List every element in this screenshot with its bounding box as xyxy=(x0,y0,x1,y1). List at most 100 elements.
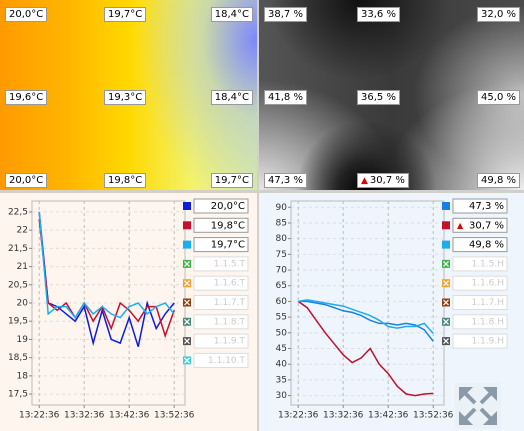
legend-item[interactable]: 47,3 % xyxy=(442,198,508,214)
legend-checkbox-cross xyxy=(443,318,449,325)
y-tick-label: 40 xyxy=(276,360,288,370)
legend-item[interactable]: 19,8°C xyxy=(183,217,249,233)
legend-value-box xyxy=(452,333,508,349)
temperature-heatmap: 20,0°C 19,7°C 18,4°C 19,6°C 19,3°C 18,4°C 20,0… xyxy=(0,0,257,190)
legend-value-box xyxy=(193,314,249,330)
legend-item[interactable]: 49,8 % xyxy=(442,237,508,253)
legend-disabled-item[interactable]: 1.1.7.T xyxy=(183,295,249,310)
sensor-value-label: 47,3 % xyxy=(264,173,307,188)
y-tick-label: 30 xyxy=(276,391,288,401)
legend-value-box xyxy=(193,275,249,291)
x-tick-label: 13:22:36 xyxy=(19,411,60,421)
y-tick-label: 35 xyxy=(276,375,287,385)
legend-value: 47,3 % xyxy=(469,201,504,212)
legend-checkbox-cross xyxy=(184,338,190,345)
legend-disabled-item[interactable]: 1.1.5.H xyxy=(442,256,508,272)
legend-checkbox-cross xyxy=(443,338,449,345)
legend-disabled-item[interactable]: 1.1.8.T xyxy=(183,314,249,330)
x-tick-label: 13:32:36 xyxy=(323,411,364,421)
resize-icon[interactable] xyxy=(455,383,501,429)
legend-value-box xyxy=(193,256,249,272)
sensor-value-label: 18,4°C xyxy=(210,7,253,22)
legend-disabled-item[interactable]: 1.1.7.H xyxy=(442,295,508,310)
legend-value-box xyxy=(452,237,508,253)
data-line xyxy=(38,211,175,319)
y-tick-label: 17,5 xyxy=(8,390,28,400)
legend-name: 1.1.6.T xyxy=(214,279,246,289)
legend-value-box xyxy=(193,217,249,233)
sensor-value-label: 36,5 % xyxy=(357,90,400,105)
sensor-value-text: 19,7°C xyxy=(214,175,249,186)
legend-swatch xyxy=(183,240,191,249)
sensor-value-label: 19,6°C xyxy=(5,90,48,105)
legend-value-box xyxy=(452,256,508,272)
resize-arrows xyxy=(459,387,497,425)
legend-checkbox-cross xyxy=(184,280,190,287)
legend-disabled-item[interactable]: 1.1.9.T xyxy=(183,333,249,349)
legend-value-box xyxy=(193,295,249,310)
legend-name: 1.1.7.T xyxy=(214,298,246,308)
x-tick-label: 13:42:36 xyxy=(368,411,409,421)
sensor-value-label: 19,3°C xyxy=(104,90,147,105)
sensor-value-text: 20,0°C xyxy=(9,9,44,20)
sensor-value-label: 19,7°C xyxy=(104,7,147,22)
sensor-value-label: 20,0°C xyxy=(5,173,48,188)
sensor-value-text: 41,8 % xyxy=(268,92,303,103)
legend-disabled-item[interactable]: 1.1.5.T xyxy=(183,256,249,272)
legend-checkbox-cross xyxy=(184,260,190,267)
legend-value-box xyxy=(193,237,249,253)
y-tick-label: 18,5 xyxy=(8,353,28,363)
y-tick-label: 65 xyxy=(276,281,287,291)
x-tick-label: 13:52:36 xyxy=(413,411,454,421)
plot-area xyxy=(31,200,186,406)
legend-item[interactable]: 20,0°C xyxy=(183,198,249,214)
data-line xyxy=(298,299,434,334)
data-line xyxy=(38,211,175,347)
y-tick-label: 45 xyxy=(276,344,287,354)
legend-checkbox-cross xyxy=(184,299,190,306)
sensor-value-text: 20,0°C xyxy=(9,175,44,186)
y-tick-label: 19,5 xyxy=(8,317,28,327)
temperature-chart: 17,5 18 18,5 19 19,5 20 20,5 21 21,5 22 22,5 13:22:… xyxy=(8,198,249,421)
y-tick-label: 20 xyxy=(17,299,29,309)
sensor-value-text: 19,7°C xyxy=(108,9,143,20)
sensor-value-label: 19,7°C xyxy=(210,173,253,188)
legend-value-box xyxy=(452,314,508,330)
legend-swatch xyxy=(183,202,191,210)
legend-disabled-item[interactable]: 1.1.6.H xyxy=(442,275,508,291)
legend-item[interactable]: 19,7°C xyxy=(183,237,249,253)
legend-name: 1.1.5.T xyxy=(214,259,246,269)
legend-value: 49,8 % xyxy=(469,240,504,251)
sensor-value-label: 33,6 % xyxy=(357,7,400,22)
y-tick-label: 20,5 xyxy=(8,280,28,290)
sensor-value-label: 41,8 % xyxy=(264,90,307,105)
legend-checkbox-cross xyxy=(443,260,449,267)
y-tick-label: 22 xyxy=(17,226,28,236)
legend-checkbox-cross xyxy=(443,280,449,287)
legend-disabled-item[interactable]: 1.1.10.T xyxy=(183,352,249,368)
humidity-chart-panel: 30 35 40 45 50 55 60 65 70 75 80 85 90 13:22:36 13:32:… xyxy=(259,193,524,431)
y-tick-label: 18 xyxy=(17,371,29,381)
legend-disabled-item[interactable]: 1.1.9.H xyxy=(442,333,508,349)
legend-item[interactable]: ▲ 30,7 % xyxy=(442,217,508,233)
legend-value: 30,7 % xyxy=(469,220,504,231)
sensor-value-text: 38,7 % xyxy=(268,9,303,20)
sensor-value-text: 32,0 % xyxy=(481,9,516,20)
legend-swatch xyxy=(442,221,450,230)
legend-disabled-item[interactable]: 1.1.8.H xyxy=(442,314,508,330)
sensor-value-label: 19,8°C xyxy=(104,173,147,188)
temperature-chart-panel: 17,5 18 18,5 19 19,5 20 20,5 21 21,5 22 22,5 13:22:… xyxy=(0,193,257,431)
x-tick-label: 13:42:36 xyxy=(109,411,150,421)
legend-value-box xyxy=(452,217,508,233)
sensor-value-text: 19,8°C xyxy=(108,175,143,186)
y-tick-label: 21 xyxy=(17,262,28,272)
legend-name: 1.1.8.H xyxy=(471,317,504,327)
legend-disabled-item[interactable]: 1.1.6.T xyxy=(183,275,249,291)
y-tick-label: 50 xyxy=(276,328,288,338)
alarm-icon: ▲ xyxy=(457,221,464,230)
legend-swatch xyxy=(442,202,450,210)
sensor-value-text: 30,7 % xyxy=(369,175,405,186)
legend-checkbox-cross xyxy=(184,357,190,364)
sensor-value-label: 38,7 % xyxy=(264,7,307,22)
legend-swatch xyxy=(183,221,191,230)
